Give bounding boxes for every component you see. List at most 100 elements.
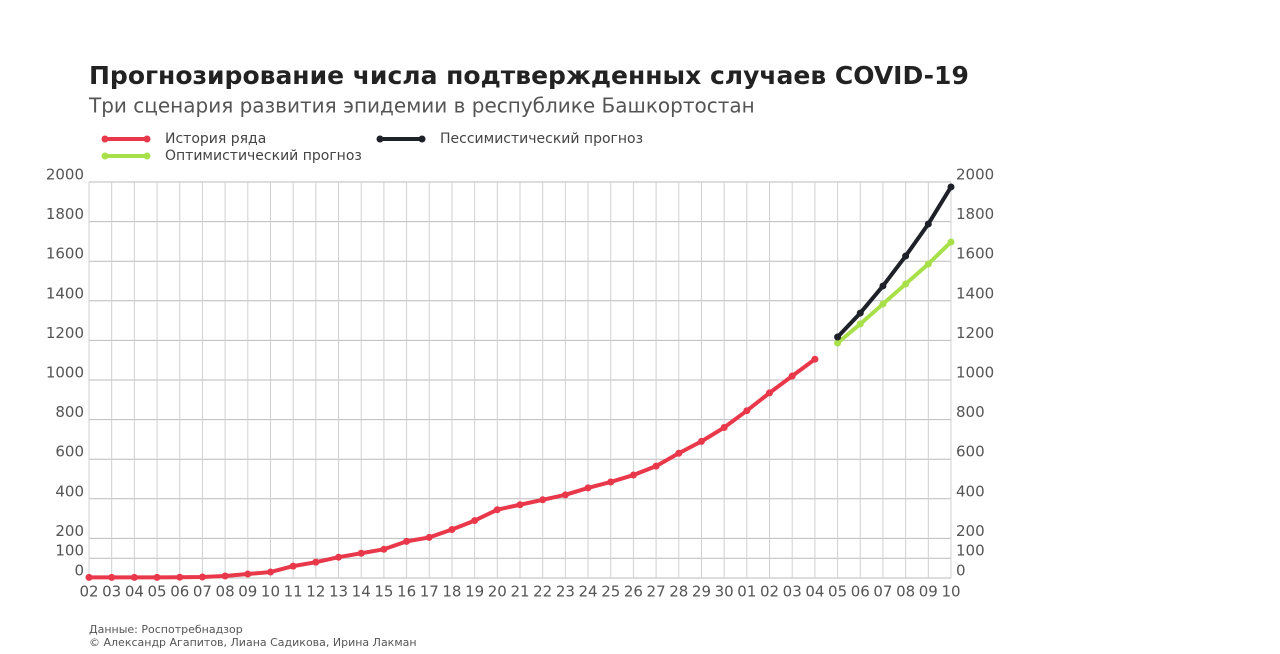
point xyxy=(788,372,796,380)
point xyxy=(357,549,365,557)
y2-tick-label: 600 xyxy=(956,443,985,461)
x-tick-label: 27 xyxy=(647,583,666,601)
x-tick-label: 18 xyxy=(442,583,461,601)
x-tick-label: 20 xyxy=(488,583,507,601)
y2-tick-label: 1000 xyxy=(956,364,994,382)
legend-label: Оптимистический прогноз xyxy=(165,148,362,164)
x-tick-label: 17 xyxy=(420,583,439,601)
point xyxy=(856,320,864,328)
point xyxy=(834,333,842,341)
point xyxy=(335,553,343,561)
point xyxy=(902,252,910,260)
x-tick-label: 21 xyxy=(510,583,529,601)
y2-tick-label: 2000 xyxy=(956,166,994,184)
x-tick-label: 11 xyxy=(284,583,303,601)
x-tick-label: 07 xyxy=(193,583,212,601)
legend-dot xyxy=(101,152,109,160)
point xyxy=(834,339,842,347)
legend-dot xyxy=(376,135,384,143)
point xyxy=(766,389,774,397)
point xyxy=(720,424,728,432)
y2-tick-label: 1800 xyxy=(956,205,994,223)
y-tick-label: 400 xyxy=(55,482,84,500)
point xyxy=(652,462,660,470)
point xyxy=(85,573,93,581)
x-tick-label: 08 xyxy=(216,583,235,601)
point xyxy=(902,280,910,288)
y2-tick-label: 400 xyxy=(956,482,985,500)
point xyxy=(743,407,751,415)
x-tick-label: 16 xyxy=(397,583,416,601)
y-tick-label: 1000 xyxy=(46,364,84,382)
x-tick-label: 23 xyxy=(556,583,575,601)
point xyxy=(675,449,683,457)
chart-subtitle: Три сценария развития эпидемии в республ… xyxy=(88,94,755,118)
point xyxy=(856,309,864,317)
y-tick-label: 0 xyxy=(74,562,84,580)
x-tick-label: 02 xyxy=(760,583,779,601)
y-tick-label: 200 xyxy=(55,522,84,540)
y2-tick-label: 1400 xyxy=(956,284,994,302)
line xyxy=(836,185,953,339)
point xyxy=(811,355,819,363)
y-tick-label: 1200 xyxy=(46,324,84,342)
y2-tick-label: 1200 xyxy=(956,324,994,342)
y2-tick-label: 100 xyxy=(956,542,985,560)
y-tick-label: 600 xyxy=(55,443,84,461)
legend-dot xyxy=(143,135,151,143)
x-tick-label: 29 xyxy=(692,583,711,601)
x-tick-label: 19 xyxy=(465,583,484,601)
point xyxy=(561,491,569,499)
y2-tick-label: 800 xyxy=(956,403,985,421)
point xyxy=(403,537,411,545)
y-tick-label: 1400 xyxy=(46,284,84,302)
point xyxy=(947,238,955,246)
x-tick-label: 05 xyxy=(148,583,167,601)
point xyxy=(924,260,932,268)
legend-label: Пессимистический прогноз xyxy=(440,131,643,147)
point xyxy=(244,570,252,578)
x-tick-label: 07 xyxy=(873,583,892,601)
y-tick-label: 100 xyxy=(55,542,84,560)
x-tick-label: 01 xyxy=(737,583,756,601)
x-tick-label: 05 xyxy=(828,583,847,601)
point xyxy=(947,183,955,191)
point xyxy=(493,506,501,514)
x-tick-label: 09 xyxy=(238,583,257,601)
x-tick-label: 06 xyxy=(851,583,870,601)
x-tick-label: 12 xyxy=(306,583,325,601)
x-tick-label: 25 xyxy=(601,583,620,601)
y2-tick-label: 200 xyxy=(956,522,985,540)
point xyxy=(312,558,320,566)
x-tick-label: 02 xyxy=(79,583,98,601)
y-tick-label: 1600 xyxy=(46,245,84,263)
x-tick-label: 06 xyxy=(170,583,189,601)
point xyxy=(108,573,116,581)
x-tick-label: 04 xyxy=(805,583,824,601)
y2-tick-label: 1600 xyxy=(956,245,994,263)
point xyxy=(425,533,433,541)
point xyxy=(471,517,479,525)
point xyxy=(289,562,297,570)
x-tick-label: 28 xyxy=(669,583,688,601)
legend-dot xyxy=(101,135,109,143)
x-tick-label: 09 xyxy=(919,583,938,601)
x-tick-label: 26 xyxy=(624,583,643,601)
y-tick-label: 2000 xyxy=(46,166,84,184)
x-tick-label: 10 xyxy=(261,583,280,601)
point xyxy=(879,300,887,308)
x-tick-label: 03 xyxy=(783,583,802,601)
point xyxy=(198,573,206,581)
x-tick-label: 30 xyxy=(715,583,734,601)
y-tick-label: 800 xyxy=(55,403,84,421)
x-tick-label: 22 xyxy=(533,583,552,601)
x-tick-label: 03 xyxy=(102,583,121,601)
chart-title: Прогнозирование числа подтвержденных слу… xyxy=(89,61,969,90)
x-tick-label: 24 xyxy=(579,583,598,601)
legend-dot xyxy=(418,135,426,143)
point xyxy=(448,525,456,533)
legend-dot xyxy=(143,152,151,160)
point xyxy=(584,484,592,492)
source: Данные: Роспотребнадзор xyxy=(89,623,243,636)
point xyxy=(153,573,161,581)
